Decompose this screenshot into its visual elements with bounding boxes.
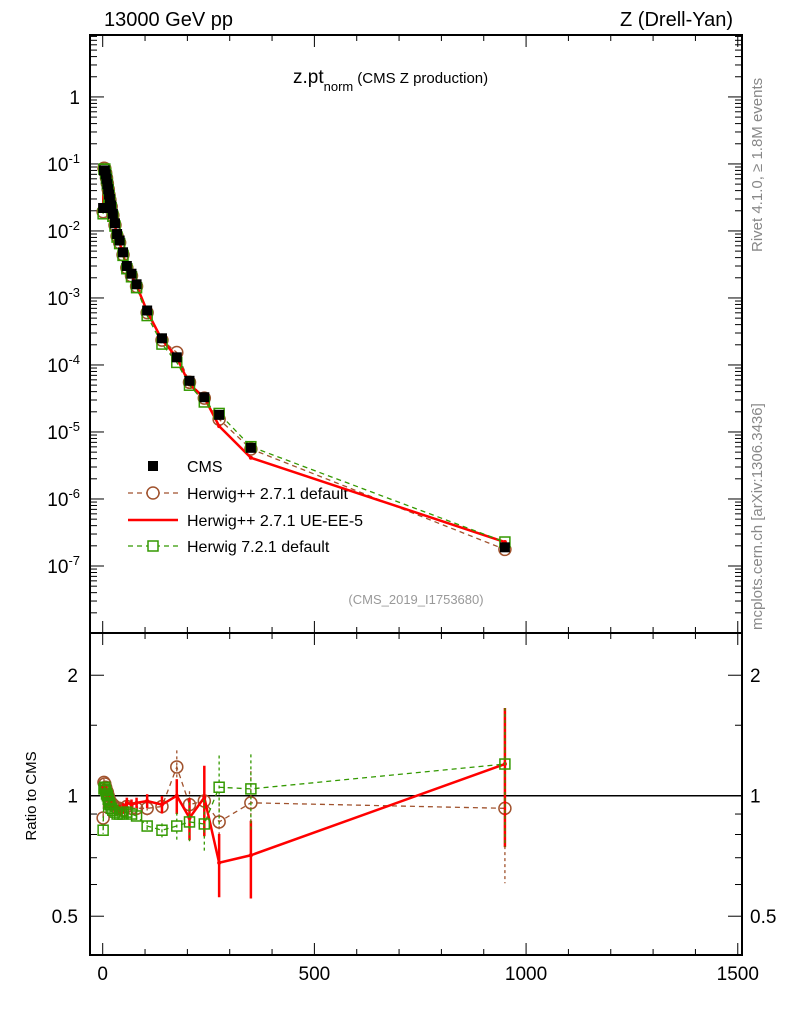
marker-dot bbox=[248, 853, 253, 858]
marker-dot bbox=[202, 795, 207, 800]
marker-square bbox=[117, 808, 129, 820]
cms-data-point bbox=[499, 542, 510, 553]
legend-label: Herwig++ 2.7.1 UE-EE-5 bbox=[187, 513, 363, 530]
marker-dot bbox=[217, 424, 222, 429]
marker-dot bbox=[134, 800, 139, 805]
marker-square bbox=[156, 824, 168, 836]
marker-circle bbox=[197, 391, 212, 405]
marker-square bbox=[141, 820, 153, 832]
legend-label: Herwig++ 2.7.1 default bbox=[187, 486, 349, 503]
y-tick-label: 10-7 bbox=[47, 553, 80, 578]
ratio-frame bbox=[89, 632, 743, 956]
cms-data-point bbox=[199, 392, 210, 403]
y-tick-label: 10-3 bbox=[47, 285, 80, 310]
marker-square bbox=[97, 824, 109, 836]
cms-data-point bbox=[142, 305, 153, 316]
marker-square bbox=[245, 783, 257, 795]
marker-dot bbox=[159, 802, 164, 807]
legend-label: Herwig 7.2.1 default bbox=[187, 539, 330, 556]
header-left: 13000 GeV pp bbox=[104, 9, 233, 31]
cms-data-point bbox=[114, 235, 125, 246]
legend: CMS Herwig++ 2.7.1 default Herwig++ 2.7.1 … bbox=[128, 459, 363, 556]
marker-dot bbox=[124, 800, 129, 805]
cms-data-point bbox=[118, 247, 129, 258]
x-tick-label: 500 bbox=[299, 964, 331, 985]
ratio-ylabel: Ratio to CMS bbox=[23, 751, 40, 840]
analysis-label: (CMS_2019_I1753680) bbox=[348, 592, 483, 607]
title-suffix: (CMS Z production) bbox=[357, 70, 488, 87]
series-line-ratio bbox=[102, 762, 506, 865]
marker-square bbox=[171, 820, 183, 832]
rivet-label: Rivet 4.1.0, ≥ 1.8M events bbox=[749, 78, 766, 252]
cms-data-point bbox=[103, 184, 114, 195]
y-tick-label: 10-5 bbox=[47, 419, 80, 444]
cms-data-point bbox=[106, 200, 117, 211]
header-right: Z (Drell-Yan) bbox=[620, 9, 733, 31]
marker-circle bbox=[170, 760, 184, 774]
marker-square bbox=[213, 781, 225, 793]
y-tick-label: 10-2 bbox=[47, 218, 80, 243]
y-tick-label: 1 bbox=[69, 88, 80, 109]
cms-data-point bbox=[214, 409, 225, 420]
cms-data-point bbox=[102, 179, 113, 190]
y-tick-label: 10-6 bbox=[47, 486, 80, 511]
x-tick-label: 1000 bbox=[505, 964, 547, 985]
chart-title: z.ptnorm (CMS Z production) bbox=[293, 67, 488, 94]
legend-marker-circle bbox=[146, 486, 160, 500]
legend-marker-cms bbox=[148, 461, 158, 471]
series-line-ratio bbox=[102, 763, 505, 831]
cms-data-point bbox=[156, 333, 167, 344]
marker-dot bbox=[174, 793, 179, 798]
x-tick-label: 0 bbox=[97, 964, 108, 985]
marker-square bbox=[99, 781, 111, 793]
title-sub: norm bbox=[324, 79, 354, 94]
cms-data-point bbox=[171, 352, 182, 363]
cms-data-point bbox=[104, 193, 115, 204]
cms-data-point bbox=[109, 218, 120, 229]
mcplots-label: mcplots.cern.ch [arXiv:1306.3436] bbox=[749, 403, 766, 630]
x-tick-label: 1500 bbox=[717, 964, 759, 985]
cms-data-point bbox=[107, 208, 118, 219]
cms-data-point bbox=[126, 268, 137, 279]
y-tick-label: 10-4 bbox=[47, 352, 80, 377]
marker-square bbox=[130, 810, 143, 822]
cms-data-point bbox=[112, 229, 123, 240]
marker-square bbox=[499, 758, 511, 770]
ratio-tick-label: 2 bbox=[67, 666, 78, 687]
ratio-tick-label-right: 2 bbox=[750, 666, 761, 687]
cms-data-point bbox=[131, 279, 142, 290]
legend-label: CMS bbox=[187, 459, 223, 476]
legend-marker-square bbox=[147, 540, 159, 552]
ratio-tick-label-right: 1 bbox=[750, 787, 761, 808]
cms-data-point bbox=[184, 375, 195, 386]
marker-dot bbox=[217, 860, 222, 865]
marker-square bbox=[101, 789, 114, 802]
cms-data-point bbox=[101, 173, 112, 184]
marker-dot bbox=[129, 802, 134, 807]
cms-data-point bbox=[98, 203, 109, 214]
series-line-ratio bbox=[102, 765, 505, 823]
marker-square bbox=[198, 818, 211, 830]
ratio-tick-label-right: 0.5 bbox=[750, 907, 776, 928]
ratio-tick-label: 0.5 bbox=[52, 907, 78, 928]
title-main: z.pt bbox=[293, 67, 324, 88]
marker-dot bbox=[145, 799, 150, 804]
ratio-tick-label: 1 bbox=[67, 787, 78, 808]
cms-data-point bbox=[245, 442, 256, 453]
cms-data-point bbox=[121, 260, 132, 271]
marker-dot bbox=[248, 455, 253, 460]
y-tick-label: 10-1 bbox=[47, 151, 80, 176]
marker-square bbox=[183, 816, 196, 828]
